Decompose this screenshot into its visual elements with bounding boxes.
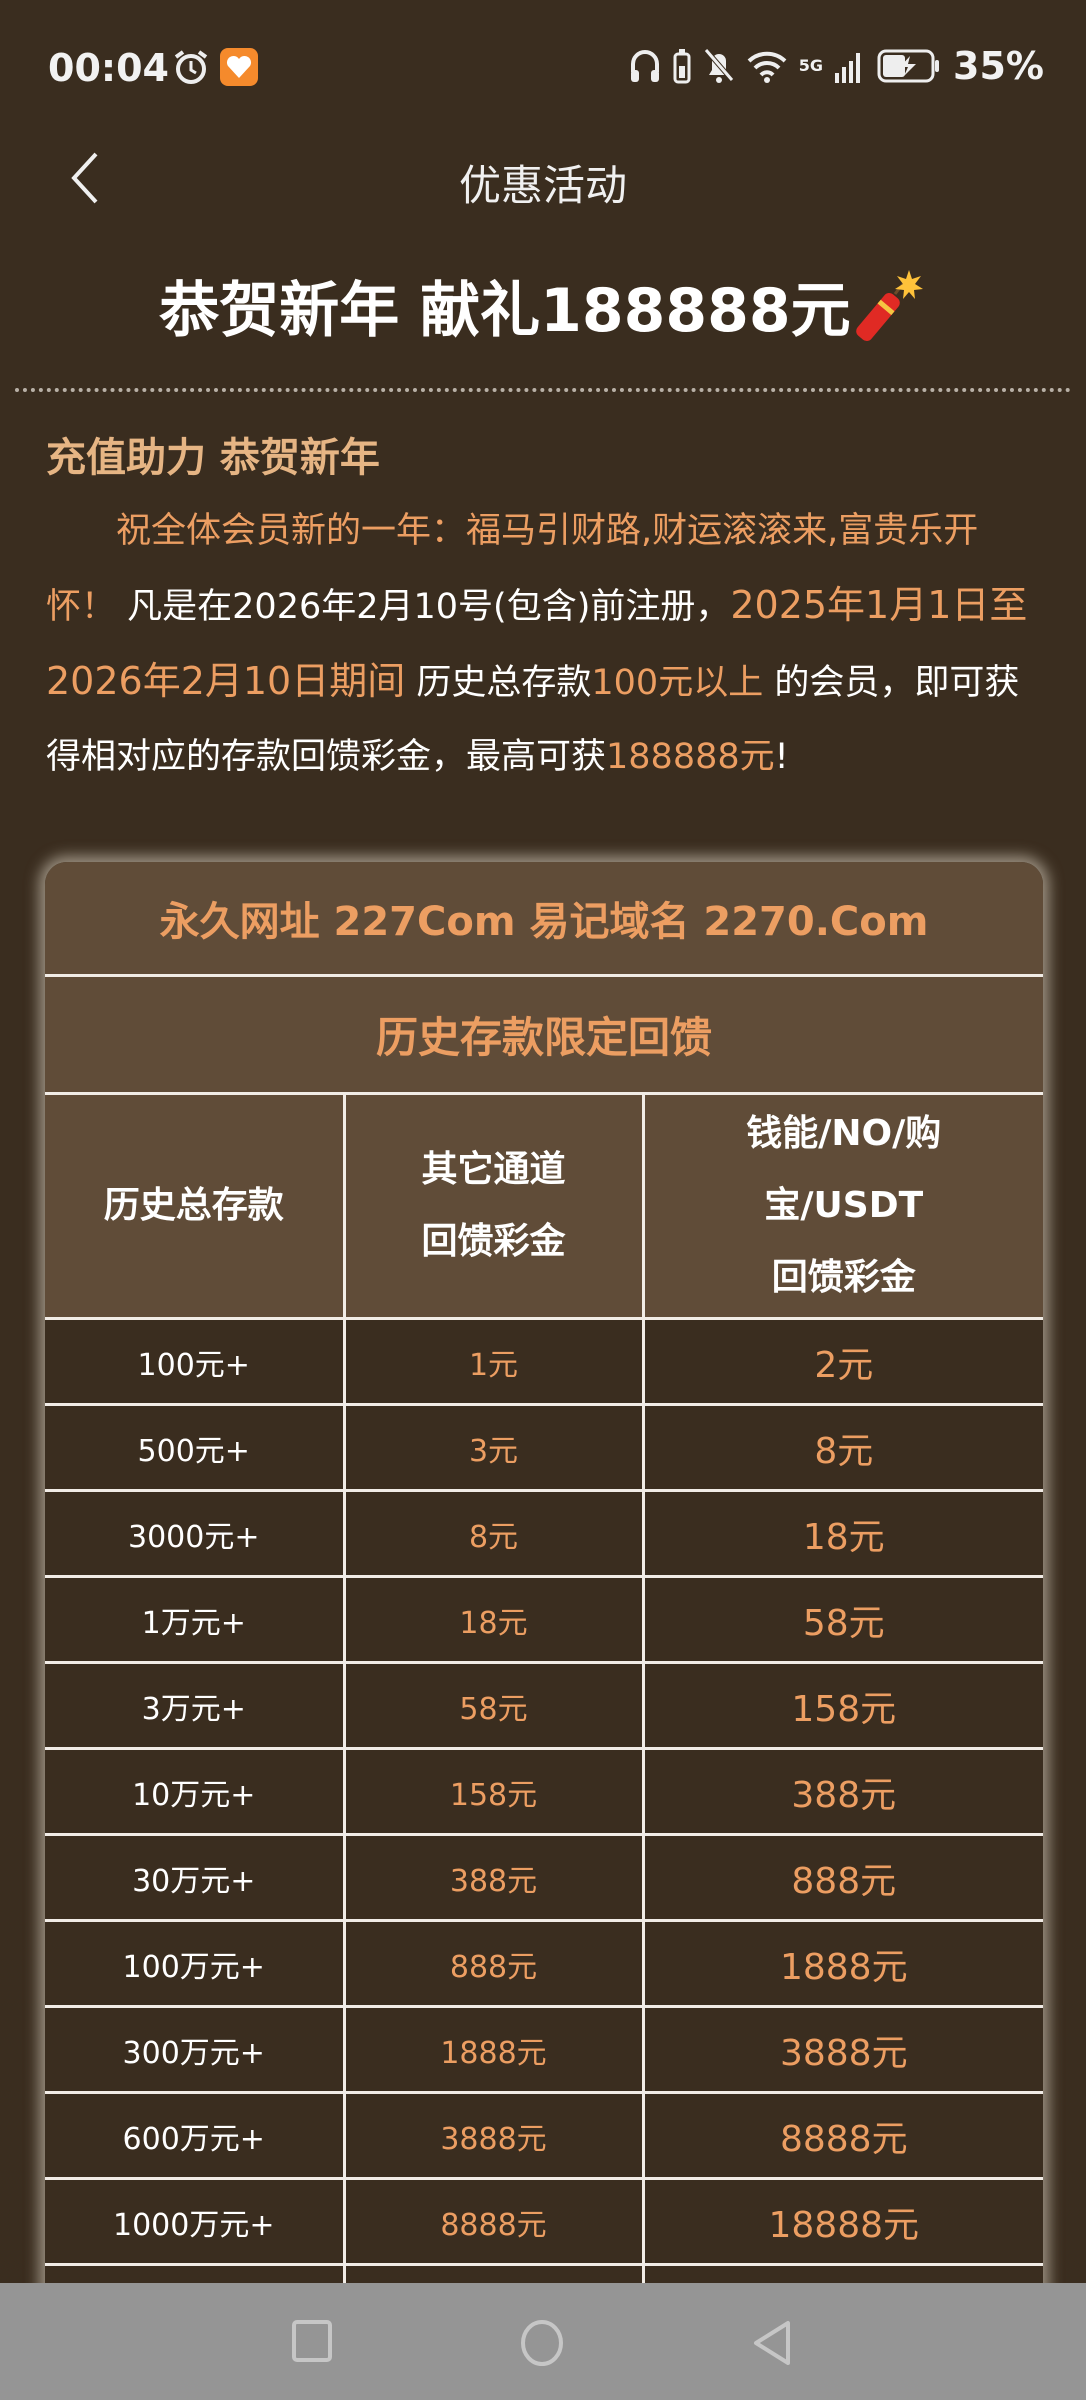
deposit-tier: 30万元+ bbox=[45, 1833, 346, 1922]
deposit-tier: 1万元+ bbox=[45, 1575, 346, 1664]
deposit-tier: 600万元+ bbox=[45, 2091, 346, 2180]
promo-description: 祝全体会员新的一年：福马引财路,财运滚滚来,富贵乐开怀！ 凡是在2026年2月1… bbox=[46, 494, 1046, 794]
deposit-tier: 3万元+ bbox=[45, 1661, 346, 1750]
header-line: 钱能/NO/购 bbox=[746, 1113, 942, 1154]
wallet-channel-reward: 158元 bbox=[641, 1661, 1043, 1750]
top-nav: 优惠活动 bbox=[0, 130, 1086, 230]
wallet-channel-reward: 388元 bbox=[641, 1747, 1043, 1836]
reward-table: 永久网址 227Com 易记域名 2270.Com 历史存款限定回馈 历史总存款… bbox=[45, 862, 1043, 2352]
wifi-icon bbox=[747, 51, 787, 83]
headphones-icon bbox=[630, 50, 659, 82]
table-row: 1万元+ 18元 58元 bbox=[45, 1575, 1043, 1664]
other-channel-reward: 8元 bbox=[342, 1489, 645, 1578]
header-wallet-channel: 钱能/NO/购 宝/USDT 回馈彩金 bbox=[641, 1092, 1043, 1320]
system-nav-bar bbox=[0, 2283, 1086, 2400]
page-title: 优惠活动 bbox=[458, 161, 627, 210]
divider bbox=[15, 388, 1071, 392]
other-channel-reward: 58元 bbox=[342, 1661, 645, 1750]
wallet-channel-reward: 3888元 bbox=[641, 2005, 1043, 2094]
status-bar: 00:04 5G 35% bbox=[0, 0, 1086, 130]
other-channel-reward: 158元 bbox=[342, 1747, 645, 1836]
max-reward: 188888元 bbox=[606, 737, 775, 777]
other-channel-reward: 1888元 bbox=[342, 2005, 645, 2094]
wallet-channel-reward: 2元 bbox=[641, 1317, 1043, 1406]
other-channel-reward: 1元 bbox=[342, 1317, 645, 1406]
table-title: 历史存款限定回馈 bbox=[45, 974, 1043, 1095]
deposit-tier: 100元+ bbox=[45, 1317, 346, 1406]
header-total-deposit: 历史总存款 bbox=[45, 1092, 346, 1320]
deposit-tier: 1000万元+ bbox=[45, 2177, 346, 2266]
wallet-channel-reward: 58元 bbox=[641, 1575, 1043, 1664]
wallet-channel-reward: 8元 bbox=[641, 1403, 1043, 1492]
mute-bell-icon bbox=[703, 48, 734, 83]
greeting-text: 祝全体会员新的一年：福马引财路,财运滚滚来,富贵乐开怀！ bbox=[46, 511, 979, 627]
status-time: 00:04 bbox=[48, 46, 169, 90]
back-button[interactable] bbox=[66, 150, 116, 210]
header-line: 其它通道 bbox=[421, 1149, 566, 1190]
home-button[interactable] bbox=[518, 2319, 566, 2367]
header-line: 回馈彩金 bbox=[771, 1257, 916, 1298]
battery-charging-icon bbox=[877, 49, 940, 83]
deposit-tier: 100万元+ bbox=[45, 1919, 346, 2008]
registration-condition: 凡是在2026年2月10号(包含)前注册， bbox=[127, 587, 731, 627]
other-channel-reward: 3888元 bbox=[342, 2091, 645, 2180]
wallet-channel-reward: 18888元 bbox=[641, 2177, 1043, 2266]
firecracker-icon bbox=[855, 269, 923, 341]
battery-percent: 35% bbox=[953, 44, 1044, 88]
alarm-icon bbox=[174, 50, 208, 84]
deposit-tier: 3000元+ bbox=[45, 1489, 346, 1578]
other-channel-reward: 3元 bbox=[342, 1403, 645, 1492]
reward-description: 的会员，即可获得相对应的存款回馈彩金，最高可获 bbox=[46, 663, 1020, 777]
deposit-tier: 500元+ bbox=[45, 1403, 346, 1492]
table-row: 3000元+ 8元 18元 bbox=[45, 1489, 1043, 1578]
health-app-icon bbox=[220, 48, 258, 86]
wallet-channel-reward: 8888元 bbox=[641, 2091, 1043, 2180]
header-other-channel: 其它通道 回馈彩金 bbox=[342, 1092, 645, 1320]
deposit-tier: 300万元+ bbox=[45, 2005, 346, 2094]
wallet-channel-reward: 18元 bbox=[641, 1489, 1043, 1578]
table-row: 3万元+ 58元 158元 bbox=[45, 1661, 1043, 1750]
table-row: 100元+ 1元 2元 bbox=[45, 1317, 1043, 1406]
table-row: 300万元+ 1888元 3888元 bbox=[45, 2005, 1043, 2094]
network-type: 5G bbox=[798, 56, 824, 75]
back-nav-button[interactable] bbox=[750, 2319, 794, 2367]
table-row: 600万元+ 3888元 8888元 bbox=[45, 2091, 1043, 2180]
table-row: 10万元+ 158元 388元 bbox=[45, 1747, 1043, 1836]
header-line: 回馈彩金 bbox=[421, 1221, 566, 1262]
domain-banner: 永久网址 227Com 易记域名 2270.Com bbox=[45, 862, 1043, 977]
header-line: 宝/USDT bbox=[764, 1185, 924, 1226]
deposit-label: 历史总存款 bbox=[405, 663, 592, 703]
wallet-channel-reward: 1888元 bbox=[641, 1919, 1043, 2008]
headline-text: 恭贺新年 献礼188888元 bbox=[159, 276, 851, 346]
wallet-channel-reward: 888元 bbox=[641, 1833, 1043, 1922]
deposit-minimum: 100元以上 bbox=[591, 663, 764, 703]
device-battery-icon bbox=[673, 49, 691, 84]
table-row: 500元+ 3元 8元 bbox=[45, 1403, 1043, 1492]
table-row: 1000万元+ 8888元 18888元 bbox=[45, 2177, 1043, 2266]
chevron-left-icon bbox=[71, 152, 98, 204]
section-title: 充值助力 恭贺新年 bbox=[46, 435, 380, 481]
other-channel-reward: 888元 bbox=[342, 1919, 645, 2008]
signal-icon bbox=[835, 53, 861, 83]
date-range: 2025年1月1日至2026年2月10日期间 bbox=[46, 583, 1028, 703]
other-channel-reward: 18元 bbox=[342, 1575, 645, 1664]
deposit-tier: 10万元+ bbox=[45, 1747, 346, 1836]
table-row: 100万元+ 888元 1888元 bbox=[45, 1919, 1043, 2008]
exclamation: ! bbox=[774, 737, 789, 777]
recent-apps-button[interactable] bbox=[290, 2319, 334, 2363]
other-channel-reward: 8888元 bbox=[342, 2177, 645, 2266]
table-row: 30万元+ 388元 888元 bbox=[45, 1833, 1043, 1922]
other-channel-reward: 388元 bbox=[342, 1833, 645, 1922]
promo-headline: 恭贺新年 献礼188888元 bbox=[0, 262, 1086, 349]
